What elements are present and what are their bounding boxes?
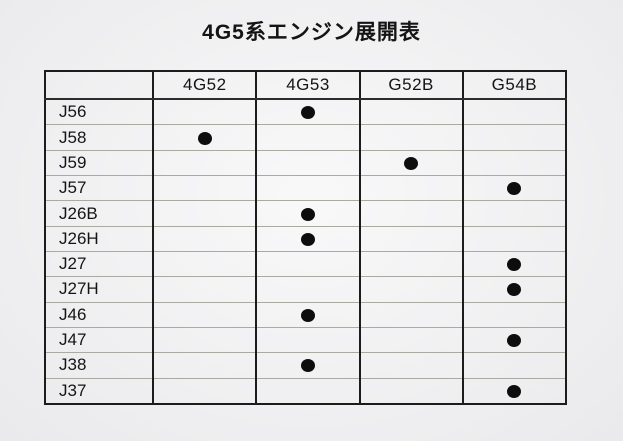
engine-cell-4g52	[152, 326, 258, 354]
model-label: J58	[43, 124, 155, 151]
engine-cell-4g53	[255, 225, 361, 252]
engine-cell-4g52	[152, 250, 258, 278]
dot-marker	[404, 156, 419, 170]
header-row: 4G52 4G53 G52B G54B	[43, 70, 568, 100]
column-header-4g53: 4G53	[255, 70, 361, 100]
engine-cell-g52b	[358, 301, 464, 328]
model-label: J59	[43, 149, 155, 177]
engine-cell-g54b	[461, 225, 568, 252]
dot-marker	[507, 384, 522, 398]
model-label: J57	[43, 175, 155, 202]
engine-cell-g52b	[358, 352, 464, 379]
dot-marker	[300, 359, 315, 373]
engine-cell-g52b	[358, 250, 464, 278]
engine-cell-4g53	[255, 250, 361, 278]
engine-cell-g52b	[358, 225, 464, 252]
dot-marker	[507, 283, 522, 297]
engine-cell-4g53	[255, 124, 361, 151]
engine-cell-g52b	[358, 175, 464, 202]
engine-cell-4g53	[255, 98, 361, 126]
engine-cell-g52b	[358, 124, 464, 151]
engine-cell-4g53	[255, 301, 361, 328]
model-label: J37	[43, 377, 155, 405]
table-row: J38	[43, 352, 568, 379]
table-header: 4G52 4G53 G52B G54B	[43, 70, 568, 100]
model-label: J38	[43, 352, 155, 379]
engine-cell-4g53	[255, 352, 361, 379]
engine-cell-g54b	[461, 301, 568, 328]
model-label: J26H	[43, 225, 155, 252]
model-label: J47	[43, 326, 155, 354]
table-row: J47	[43, 326, 568, 354]
table-row: J37	[43, 377, 568, 405]
dot-marker	[197, 131, 212, 145]
page-title: 4G5系エンジン展開表	[202, 21, 421, 44]
engine-cell-g52b	[358, 377, 464, 405]
dot-marker	[507, 334, 522, 348]
engine-cell-g54b	[461, 98, 568, 126]
engine-cell-g54b	[461, 149, 568, 177]
engine-cell-4g53	[255, 326, 361, 354]
column-header-g52b: G52B	[358, 70, 464, 100]
model-label: J27H	[43, 276, 155, 303]
engine-cell-g52b	[358, 149, 464, 177]
column-header-4g52: 4G52	[152, 70, 258, 100]
engine-cell-g54b	[461, 276, 568, 303]
engine-application-table: 4G52 4G53 G52B G54B J56 J58 J59 J57 J26B J26H J27…	[43, 70, 568, 405]
column-header-g54b: G54B	[461, 70, 568, 100]
model-label: J26B	[43, 200, 155, 227]
table-row: J57	[43, 175, 568, 202]
engine-cell-4g52	[152, 149, 258, 177]
engine-cell-4g52	[152, 301, 258, 328]
engine-cell-g52b	[358, 326, 464, 354]
model-label: J27	[43, 250, 155, 278]
engine-cell-4g53	[255, 200, 361, 227]
table-body: J56 J58 J59 J57 J26B J26H J27 J27H J46 J47 J38 J37	[43, 98, 568, 405]
engine-cell-4g52	[152, 200, 258, 227]
engine-cell-4g53	[255, 377, 361, 405]
dot-marker	[507, 258, 522, 272]
table-row: J56	[43, 98, 568, 126]
engine-cell-4g52	[152, 276, 258, 303]
engine-cell-g54b	[461, 175, 568, 202]
engine-cell-g54b	[461, 352, 568, 379]
engine-cell-g54b	[461, 200, 568, 227]
engine-cell-4g52	[152, 98, 258, 126]
table-row: J59	[43, 149, 568, 177]
table-row: J46	[43, 301, 568, 328]
dot-marker	[300, 308, 315, 322]
engine-cell-4g52	[152, 352, 258, 379]
corner-cell	[43, 70, 155, 100]
dot-marker	[507, 182, 522, 196]
table-row: J26B	[43, 200, 568, 227]
engine-cell-4g53	[255, 175, 361, 202]
table-row: J58	[43, 124, 568, 151]
dot-marker	[300, 207, 315, 221]
engine-cell-4g52	[152, 124, 258, 151]
engine-cell-g52b	[358, 200, 464, 227]
table-row: J27	[43, 250, 568, 278]
engine-cell-g54b	[461, 124, 568, 151]
model-label: J46	[43, 301, 155, 328]
table-row: J26H	[43, 225, 568, 252]
dot-marker	[300, 232, 315, 246]
engine-cell-4g52	[152, 225, 258, 252]
engine-cell-g54b	[461, 250, 568, 278]
engine-cell-g54b	[461, 377, 568, 405]
engine-cell-4g52	[152, 175, 258, 202]
table-row: J27H	[43, 276, 568, 303]
engine-cell-4g52	[152, 377, 258, 405]
engine-cell-g52b	[358, 98, 464, 126]
engine-cell-4g53	[255, 276, 361, 303]
engine-cell-g54b	[461, 326, 568, 354]
engine-cell-g52b	[358, 276, 464, 303]
model-label: J56	[43, 98, 155, 126]
engine-cell-4g53	[255, 149, 361, 177]
dot-marker	[300, 106, 315, 120]
